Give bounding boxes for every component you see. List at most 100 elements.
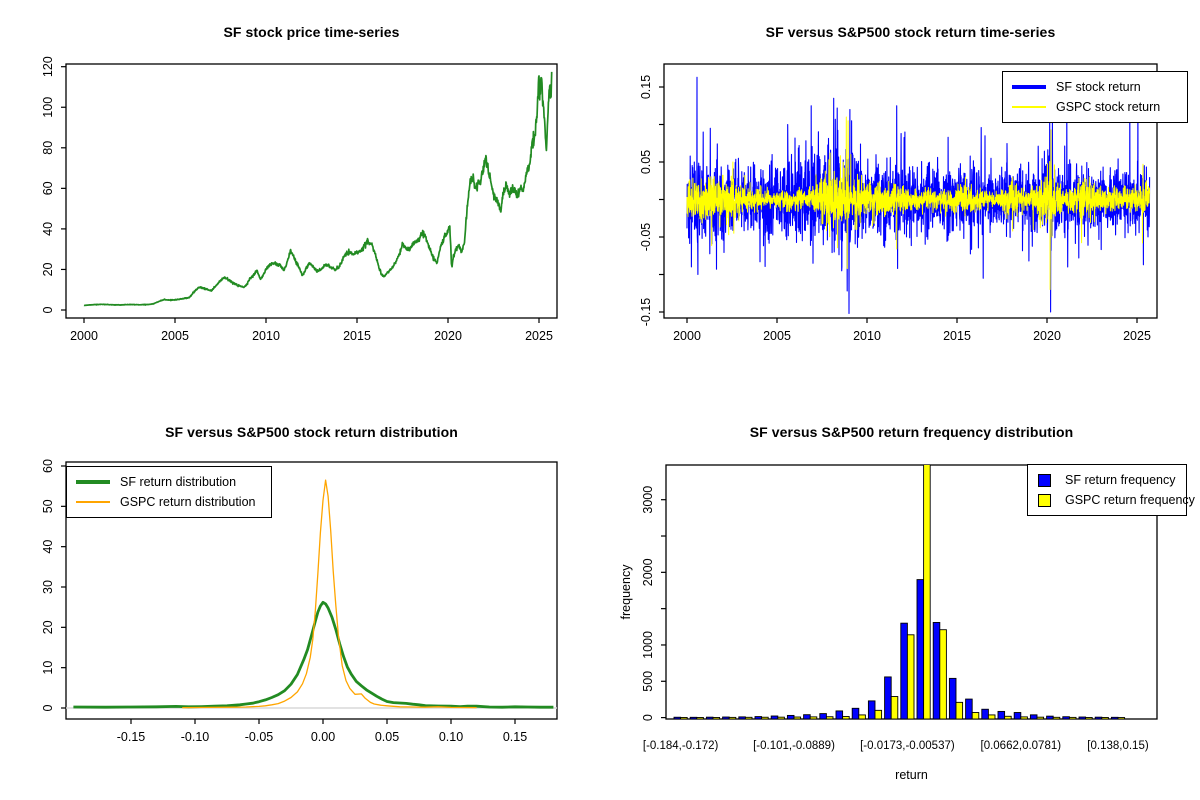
legend-entry: GSPC return frequency — [1036, 490, 1195, 510]
svg-text:2020: 2020 — [434, 329, 462, 343]
sf-bar — [673, 716, 682, 719]
svg-text:2010: 2010 — [853, 329, 881, 343]
gspc-bar — [712, 717, 721, 719]
series-line — [686, 76, 1151, 315]
sf-frequency-square-swatch — [1036, 473, 1052, 487]
sf-bar — [1046, 715, 1054, 719]
gspc-bar — [890, 696, 899, 719]
sf-bar — [948, 677, 957, 719]
gspc-bar — [761, 716, 769, 719]
svg-text:2010: 2010 — [252, 329, 280, 343]
legend: SF return distribution GSPC return distr… — [66, 466, 272, 518]
legend-entry: SF return frequency — [1036, 470, 1178, 490]
gspc-bar — [680, 717, 688, 719]
gspc-bar — [793, 716, 802, 719]
svg-text:-0.05: -0.05 — [245, 730, 274, 744]
svg-text:0.05: 0.05 — [375, 730, 399, 744]
gspc-bar — [939, 629, 947, 719]
axes: -0.15 -0.10 -0.05 0.00 0.05 0.10 0.15 0 10 20 30 40… — [41, 459, 558, 744]
sf-bar — [705, 716, 714, 719]
svg-text:50: 50 — [41, 499, 55, 513]
svg-text:-0.05: -0.05 — [639, 223, 653, 252]
sf-bar — [738, 716, 746, 719]
gspc-bar — [825, 716, 834, 719]
svg-text:100: 100 — [41, 97, 55, 118]
svg-text:20: 20 — [41, 620, 55, 634]
svg-text:2020: 2020 — [1033, 329, 1061, 343]
axes: 2000 2005 2010 2015 2020 2025 0.15 0.05 -0.05 -0.… — [639, 63, 1158, 343]
svg-text:return: return — [895, 768, 928, 782]
gspc-bar — [1052, 716, 1061, 719]
chart-title: SF versus S&P500 stock return time-serie… — [765, 24, 1056, 40]
legend-entry-label: GSPC stock return — [1056, 100, 1161, 114]
svg-text:40: 40 — [41, 540, 55, 554]
sf-bar — [900, 622, 908, 719]
sf-density-line-swatch — [75, 480, 111, 484]
svg-text:0.00: 0.00 — [311, 730, 335, 744]
bin-labels: [-0.184,-0.172) [-0.101,-0.0889) [-0.0173,… — [619, 564, 1149, 782]
sf-bar — [1110, 716, 1119, 719]
svg-text:30: 30 — [41, 580, 55, 594]
svg-text:-0.15: -0.15 — [117, 730, 146, 744]
svg-text:[-0.101,-0.0889): [-0.101,-0.0889) — [753, 740, 835, 752]
density-chart-svg: -0.15 -0.10 -0.05 0.00 0.05 0.10 0.15 0 10 20 30 40… — [41, 459, 558, 744]
series-line — [686, 116, 1151, 290]
panel-return-frequency: 0 500 1000 2000 3000 [-0.184,-0.172) [-0.101,-… — [600, 400, 1200, 800]
legend-entry: SF stock return — [1011, 77, 1179, 97]
svg-text:2005: 2005 — [763, 329, 791, 343]
gspc-bar — [809, 716, 818, 719]
svg-text:120: 120 — [41, 56, 55, 77]
svg-text:0.05: 0.05 — [639, 150, 653, 174]
svg-text:0.10: 0.10 — [439, 730, 463, 744]
sf-bar — [965, 698, 973, 719]
gspc-bar — [1101, 717, 1109, 719]
histogram-chart-svg: 0 500 1000 2000 3000 [-0.184,-0.172) [-0.101,-… — [619, 464, 1158, 782]
panel-return-timeseries: 2000 2005 2010 2015 2020 2025 0.15 0.05 -0.05 -0.… — [600, 0, 1200, 400]
gspc-frequency-square-swatch — [1036, 493, 1052, 507]
axes: 2000 2005 2010 2015 2020 2025 0 20 40 60 80 100 120 — [41, 56, 558, 343]
sf-bar — [1078, 716, 1087, 719]
sf-bar — [770, 715, 779, 719]
svg-text:40: 40 — [41, 222, 55, 236]
return-series — [686, 76, 1151, 315]
legend: SF return frequency GSPC return frequenc… — [1027, 464, 1195, 516]
svg-text:10: 10 — [41, 661, 55, 675]
sf-bar — [835, 710, 844, 719]
svg-text:0: 0 — [641, 714, 655, 721]
gspc-return-line-swatch — [1011, 106, 1047, 108]
svg-text:60: 60 — [41, 181, 55, 195]
svg-text:1000: 1000 — [641, 631, 655, 659]
svg-text:60: 60 — [41, 459, 55, 473]
series-line — [73, 600, 554, 709]
svg-text:[-0.184,-0.172): [-0.184,-0.172) — [643, 740, 719, 752]
svg-text:2015: 2015 — [343, 329, 371, 343]
svg-text:2025: 2025 — [1123, 329, 1151, 343]
gspc-bar — [955, 701, 964, 719]
sf-bar — [786, 714, 795, 719]
sf-bar — [689, 716, 698, 719]
svg-text:[0.0662,0.0781): [0.0662,0.0781) — [981, 740, 1062, 752]
gspc-bar — [874, 709, 883, 719]
legend-entry-label: SF stock return — [1056, 80, 1141, 94]
svg-text:[-0.0173,-0.00537): [-0.0173,-0.00537) — [860, 740, 955, 752]
sf-bar — [1029, 714, 1038, 719]
chart-title: SF versus S&P500 stock return distributi… — [165, 424, 458, 440]
svg-text:2000: 2000 — [641, 558, 655, 586]
sf-bar — [1062, 716, 1070, 719]
sf-bar — [819, 713, 827, 719]
gspc-bar — [1020, 716, 1028, 719]
gspc-bar — [858, 714, 866, 719]
svg-text:2015: 2015 — [943, 329, 971, 343]
legend-entry: GSPC return distribution — [75, 492, 263, 512]
sf-bar — [803, 714, 811, 719]
panel-price-timeseries: 2000 2005 2010 2015 2020 2025 0 20 40 60 80 100 120 … — [0, 0, 600, 400]
svg-text:3000: 3000 — [641, 486, 655, 514]
sf-bar — [997, 710, 1006, 719]
svg-text:[0.138,0.15): [0.138,0.15) — [1087, 740, 1149, 752]
legend-entry-label: GSPC return frequency — [1065, 493, 1195, 507]
svg-text:2025: 2025 — [525, 329, 553, 343]
sf-bar — [981, 708, 989, 719]
series-line — [182, 479, 477, 709]
price-chart-svg: 2000 2005 2010 2015 2020 2025 0 20 40 60 80 100 120 — [41, 56, 558, 343]
